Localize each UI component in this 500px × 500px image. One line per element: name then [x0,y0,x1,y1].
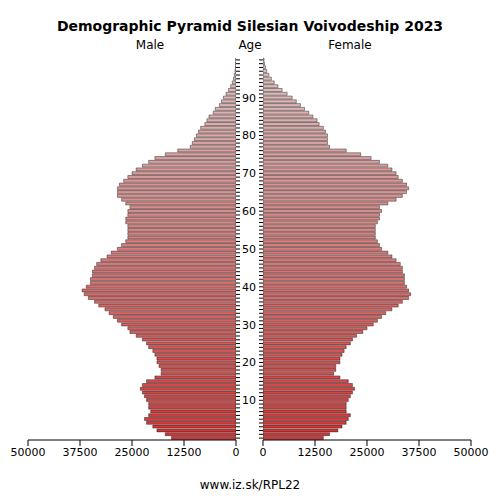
svg-text:50: 50 [242,243,256,256]
svg-text:12500: 12500 [167,446,202,459]
svg-text:12500: 12500 [298,446,333,459]
html-text:www.iz.sk/RPL22: www.iz.sk/RPL22 [199,478,301,492]
svg-text:0: 0 [233,446,240,459]
svg-text:50000: 50000 [11,446,46,459]
svg-text:30: 30 [242,319,256,332]
svg-text:80: 80 [242,129,256,142]
svg-text:90: 90 [242,92,256,105]
svg-text:37500: 37500 [402,446,437,459]
svg-text:50000: 50000 [454,446,489,459]
svg-text:60: 60 [242,205,256,218]
html-text:Female: Female [328,38,372,52]
svg-text:0: 0 [260,446,267,459]
svg-text:37500: 37500 [63,446,98,459]
html-text:Demographic Pyramid Silesian V: Demographic Pyramid Silesian Voivodeship… [56,18,444,34]
svg-text:25000: 25000 [115,446,150,459]
html-text:Male: Male [135,38,165,52]
svg-text:20: 20 [242,356,256,369]
svg-text:10: 10 [242,394,256,407]
html-text:Age: Age [238,38,262,52]
svg-text:40: 40 [242,281,256,294]
svg-text:70: 70 [242,167,256,180]
svg-text:25000: 25000 [350,446,385,459]
